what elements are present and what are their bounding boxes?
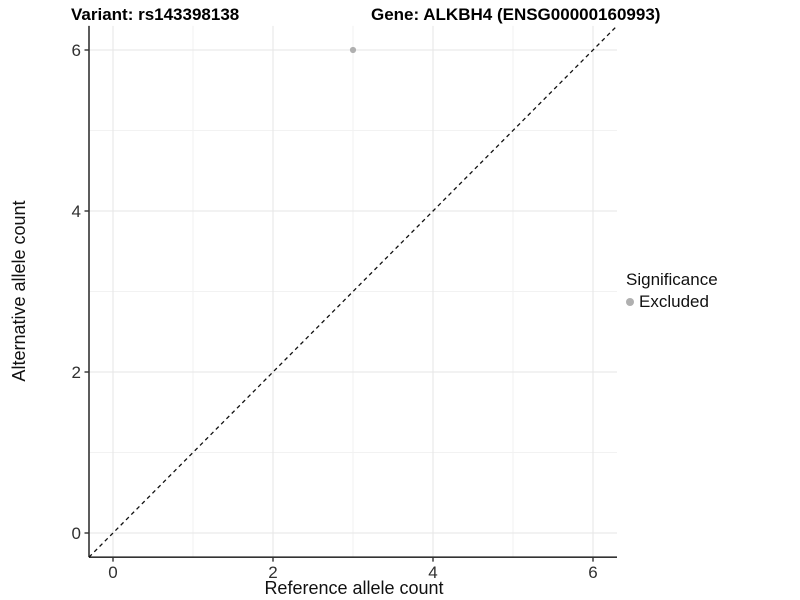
data-point xyxy=(349,46,357,54)
x-axis-title: Reference allele count xyxy=(264,578,444,598)
x-tick-label: 4 xyxy=(428,563,437,582)
plot-title-gene: Gene: ALKBH4 (ENSG00000160993) xyxy=(371,5,661,24)
legend-title: Significance xyxy=(626,270,718,289)
y-axis-title: Alternative allele count xyxy=(9,200,29,382)
legend-item-label: Excluded xyxy=(639,292,709,311)
identity-line xyxy=(88,25,618,558)
y-tick-label: 0 xyxy=(72,524,81,543)
y-tick-label: 6 xyxy=(72,41,81,60)
y-tick-label: 2 xyxy=(72,363,81,382)
x-tick-label: 2 xyxy=(268,563,277,582)
y-tick-label: 4 xyxy=(72,202,81,221)
x-tick-label: 0 xyxy=(108,563,117,582)
legend-item-excluded: Excluded xyxy=(626,292,718,312)
x-tick-label: 6 xyxy=(588,563,597,582)
excluded-dot-icon xyxy=(626,298,634,306)
legend: Significance Excluded xyxy=(626,270,718,312)
plot-title-variant: Variant: rs143398138 xyxy=(71,5,240,24)
